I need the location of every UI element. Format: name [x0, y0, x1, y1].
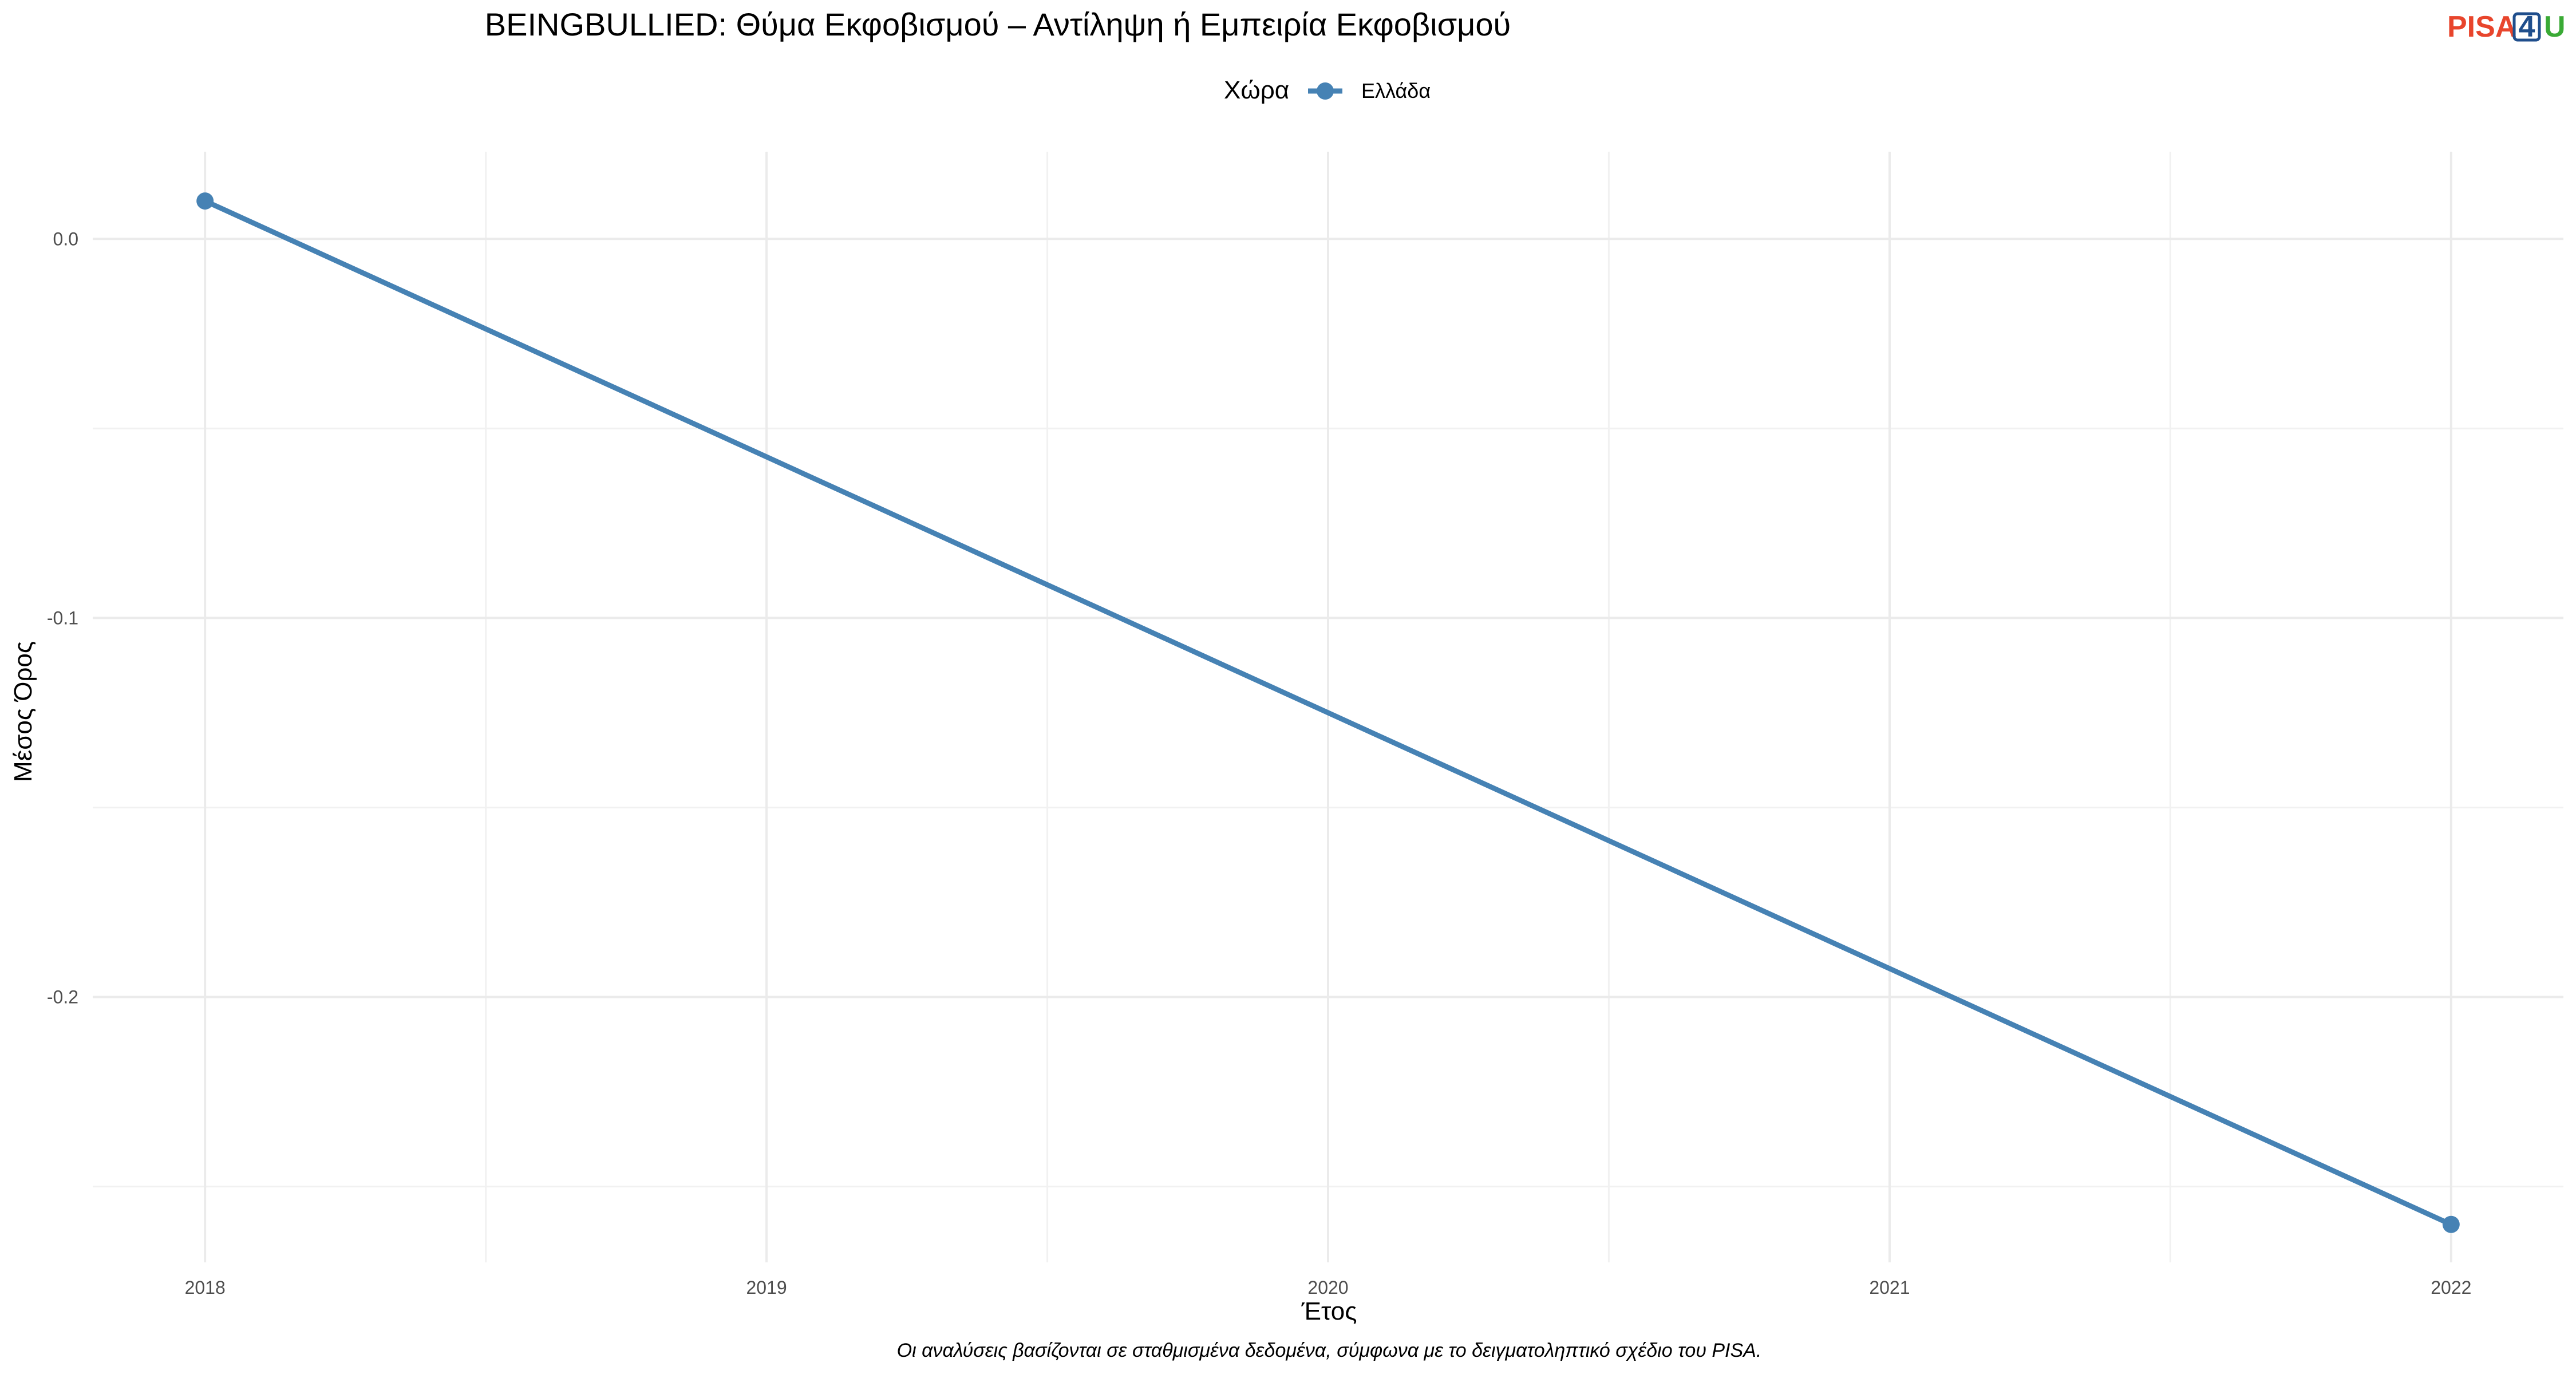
- series-group: [196, 192, 2460, 1233]
- logo: PISA 4 U: [2447, 10, 2566, 44]
- x-axis-title: Έτος: [1301, 1297, 1357, 1325]
- logo-text-u: U: [2544, 10, 2566, 44]
- series-line: [202, 198, 2454, 1227]
- x-tick-label: 2019: [746, 1277, 787, 1298]
- x-tick-label: 2018: [185, 1277, 226, 1298]
- chart-title: BEINGBULLIED: Θύμα Εκφοβισμού – Αντίληψη…: [485, 6, 1511, 42]
- y-tick-label: -0.2: [47, 987, 78, 1008]
- legend-title: Χώρα: [1224, 76, 1289, 104]
- grid: [93, 152, 2563, 1262]
- legend: Χώρα Ελλάδα: [1224, 76, 1431, 104]
- x-tick-label: 2020: [1307, 1277, 1348, 1298]
- y-axis-title: Μέσος Όρος: [9, 641, 37, 782]
- data-point: [2442, 1215, 2460, 1233]
- legend-label: Ελλάδα: [1361, 79, 1431, 102]
- chart-caption: Οι αναλύσεις βασίζονται σε σταθμισμένα δ…: [897, 1340, 1762, 1361]
- logo-box: [2512, 12, 2541, 42]
- logo-text-pisa: PISA: [2447, 10, 2516, 44]
- y-axis-ticks: 0.0 -0.1 -0.2: [47, 228, 78, 1007]
- data-point: [196, 192, 214, 210]
- x-tick-label: 2021: [1869, 1277, 1910, 1298]
- x-axis-ticks: 2018 2019 2020 2021 2022: [185, 1277, 2472, 1298]
- x-tick-label: 2022: [2431, 1277, 2471, 1298]
- y-tick-label: -0.1: [47, 607, 78, 628]
- legend-key-marker: [1317, 82, 1334, 100]
- y-tick-label: 0.0: [53, 228, 78, 249]
- logo-text-4: 4: [2519, 10, 2535, 44]
